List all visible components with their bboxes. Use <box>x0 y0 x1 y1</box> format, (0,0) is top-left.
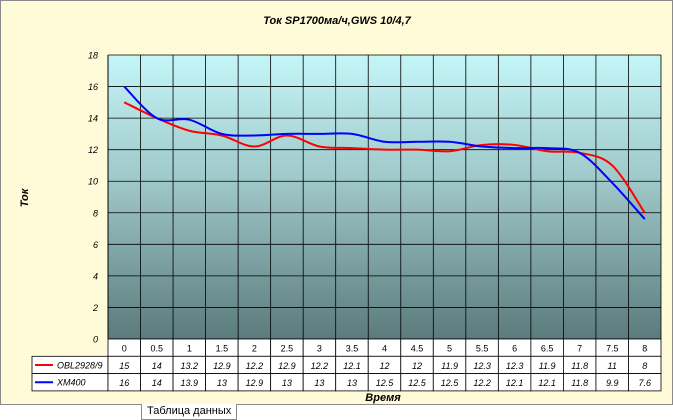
x-axis-label: Время <box>365 392 401 404</box>
table-value: 12.5 <box>408 378 427 388</box>
table-value: 11.9 <box>441 361 458 371</box>
x-tick-label: 4.5 <box>411 344 424 354</box>
y-axis-label: Ток <box>19 187 31 207</box>
table-value: 13.9 <box>181 378 199 388</box>
table-value: 13 <box>217 378 227 388</box>
x-tick-label: 7.5 <box>606 344 619 354</box>
table-value: 12.5 <box>441 378 460 388</box>
x-tick-label: 6.5 <box>541 344 554 354</box>
sheet-tab-data-table[interactable]: Таблица данных <box>141 404 238 420</box>
table-value: 13 <box>347 378 357 388</box>
x-tick-label: 8 <box>642 344 647 354</box>
x-tick-label: 0.5 <box>151 344 164 354</box>
y-tick-label: 2 <box>92 303 98 313</box>
y-tick-label: 4 <box>93 271 98 281</box>
table-value: 13.2 <box>181 361 199 371</box>
y-tick-label: 8 <box>93 208 98 218</box>
plot-background <box>108 55 661 339</box>
x-tick-label: 5.5 <box>476 344 489 354</box>
table-value: 12.1 <box>506 378 524 388</box>
x-tick-label: 5 <box>447 344 452 354</box>
table-value: 12.1 <box>538 378 556 388</box>
table-value: 12.1 <box>343 361 361 371</box>
x-tick-label: 2 <box>252 344 257 354</box>
y-tick-label: 10 <box>88 177 98 187</box>
table-value: 7.6 <box>638 378 651 388</box>
table-value: 12.5 <box>376 378 395 388</box>
y-tick-label: 18 <box>88 51 98 61</box>
table-value: 12.9 <box>246 378 264 388</box>
y-tick-label: 14 <box>88 114 98 124</box>
data-table: 0 0.5 1 1.5 2 2.5 3 3.5 4 4.5 5 5.5 6 6.5 7 7.5 8 OBL2928… <box>31 338 662 392</box>
x-tick-label: 4 <box>382 344 387 354</box>
table-value: 9.9 <box>606 378 619 388</box>
table-value: 11.8 <box>571 378 588 388</box>
legend-label: OBL2928/9 <box>57 360 103 370</box>
x-tick-label: 1.5 <box>216 344 229 354</box>
table-value: 16 <box>119 378 129 388</box>
table-value: 8 <box>642 361 647 371</box>
table-value: 12.2 <box>311 361 329 371</box>
table-value: 12 <box>379 361 389 371</box>
table-value: 11.8 <box>571 361 588 371</box>
table-value: 11.9 <box>539 361 556 371</box>
chart-frame: Ток SP1700ма/ч,GWS 10/4,7 Ток Время 0 2 4 6… <box>0 0 673 405</box>
x-tick-label: 1 <box>187 344 192 354</box>
table-value: 14 <box>152 378 162 388</box>
table-value: 13 <box>314 378 324 388</box>
table-value: 12.9 <box>278 361 296 371</box>
x-tick-label: 3 <box>317 344 322 354</box>
table-value: 13 <box>282 378 292 388</box>
x-tick-label: 3.5 <box>346 344 359 354</box>
y-tick-label: 12 <box>88 145 98 155</box>
table-value: 12.3 <box>506 361 524 371</box>
table-value: 12.9 <box>213 361 231 371</box>
table-value: 12.2 <box>473 378 491 388</box>
y-tick-label: 0 <box>93 335 98 345</box>
plot-area: 0 2 4 6 8 10 12 14 16 18 <box>88 51 662 345</box>
x-tick-label: 7 <box>577 344 582 354</box>
y-tick-label: 6 <box>93 240 98 250</box>
chart-svg: Ток SP1700ма/ч,GWS 10/4,7 Ток Время 0 2 4 6… <box>19 15 662 404</box>
table-cell <box>628 373 662 392</box>
table-value: 12.3 <box>473 361 491 371</box>
table-value: 11 <box>608 361 617 371</box>
x-tick-label: 2.5 <box>281 344 294 354</box>
legend-label: XM400 <box>56 378 86 388</box>
y-tick-label: 16 <box>88 82 98 92</box>
chart-title: Ток SP1700ма/ч,GWS 10/4,7 <box>263 15 411 27</box>
table-value: 12.2 <box>246 361 264 371</box>
table-value: 14 <box>152 361 162 371</box>
x-tick-label: 0 <box>122 344 127 354</box>
x-tick-label: 6 <box>512 344 517 354</box>
table-value: 12 <box>412 361 422 371</box>
table-value: 15 <box>119 361 130 371</box>
